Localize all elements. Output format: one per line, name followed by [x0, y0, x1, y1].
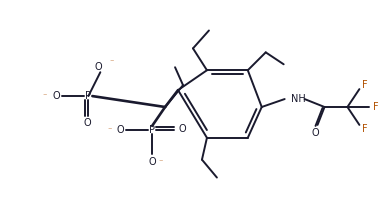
Text: O: O — [117, 125, 124, 135]
Text: ⁻: ⁻ — [159, 157, 163, 166]
Text: NH: NH — [291, 94, 305, 104]
Text: F: F — [361, 80, 367, 90]
Text: ⁻: ⁻ — [109, 58, 113, 67]
Text: O: O — [84, 118, 91, 128]
Text: F: F — [372, 102, 378, 112]
Text: O: O — [94, 62, 102, 72]
Text: O: O — [53, 91, 60, 101]
Text: F: F — [361, 124, 367, 134]
Text: ⁻: ⁻ — [107, 125, 112, 134]
Text: O: O — [148, 157, 156, 167]
Text: ⁻: ⁻ — [42, 92, 47, 101]
Text: P: P — [149, 125, 155, 135]
Text: O: O — [178, 124, 186, 134]
Text: P: P — [85, 91, 91, 101]
Text: O: O — [312, 128, 319, 138]
